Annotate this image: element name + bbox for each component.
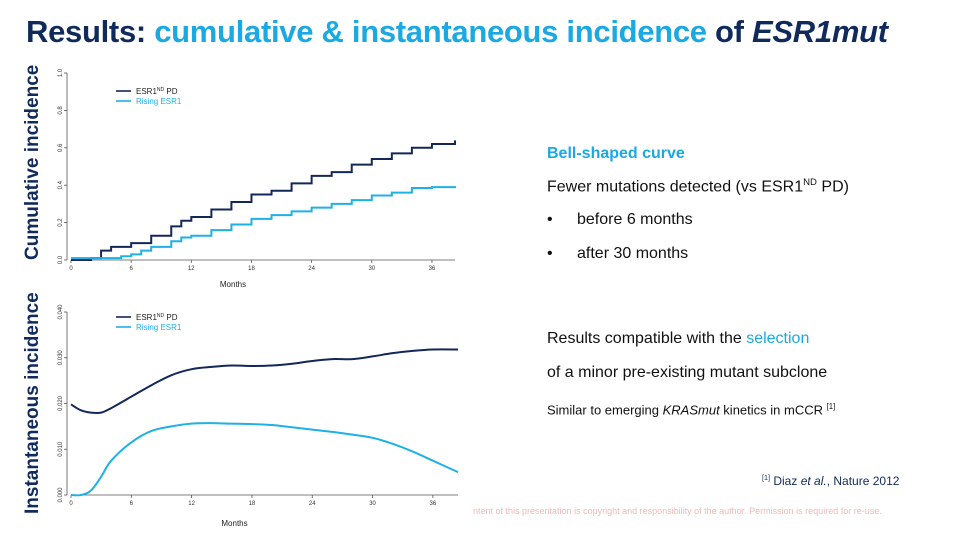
sup: [1] <box>762 473 770 482</box>
chart-1: 0 6 12 18 24 30 36 0.000 0.010 0.020 0.030 0.040 Mon… <box>58 304 459 528</box>
sup: ND <box>803 177 817 188</box>
fewer-line: Fewer mutations detected (vs ESR1ND PD) <box>547 177 849 196</box>
x-tick-label: 0 <box>69 266 73 272</box>
x-tick-label: 24 <box>308 266 315 272</box>
text: kinetics in mCCR <box>719 402 827 418</box>
x-axis-label: Months <box>221 519 247 528</box>
y-tick-label: 0.040 <box>58 304 64 320</box>
text: selection <box>746 330 810 347</box>
sup: [1] <box>826 402 836 411</box>
x-tick-label: 12 <box>188 501 195 507</box>
x-tick-label: 18 <box>249 501 256 507</box>
legend-tail: PD <box>164 87 178 96</box>
title-part: Results: <box>26 14 155 49</box>
y-tick-label: 0.000 <box>58 487 64 503</box>
text: after 30 months <box>577 245 689 262</box>
x-tick-label: 18 <box>248 266 255 272</box>
text: PD) <box>816 178 849 196</box>
text: , Nature 2012 <box>826 474 900 488</box>
y-tick-label: 1.0 <box>58 68 64 77</box>
title-gene: ESR1mut <box>752 14 888 49</box>
bullet-1: • before 6 months <box>547 211 693 229</box>
x-tick-label: 36 <box>429 266 436 272</box>
series-line-0 <box>70 348 459 415</box>
bullet-2: • after 30 months <box>547 245 688 263</box>
text: of a minor pre-existing mutant subclone <box>547 364 828 381</box>
text: et al. <box>800 474 827 488</box>
text: Fewer mutations detected (vs ESR1 <box>547 178 804 196</box>
series-line-1 <box>70 422 459 497</box>
y-tick-label: 0.030 <box>58 350 64 366</box>
x-tick-label: 6 <box>130 501 134 507</box>
title-part: of <box>706 14 753 49</box>
x-tick-label: 0 <box>69 501 73 507</box>
x-tick-label: 12 <box>188 266 195 272</box>
heading: Bell-shaped curve <box>547 145 685 163</box>
legend-label: ESR1ND PD <box>136 87 178 96</box>
text: Results compatible with the <box>547 330 747 347</box>
x-tick-label: 24 <box>309 501 316 507</box>
x-axis-label: Months <box>220 280 246 289</box>
legend-tail: PD <box>164 313 178 322</box>
y-tick-label: 0.0 <box>58 255 64 264</box>
series-line-1 <box>71 186 456 260</box>
text: before 6 months <box>577 211 693 228</box>
x-tick-label: 36 <box>430 501 437 507</box>
y-tick-label: 0.6 <box>58 143 64 152</box>
text: Similar to emerging <box>547 402 663 418</box>
y-tick-label: 0.4 <box>58 180 64 189</box>
compat-line-2: of a minor pre-existing mutant subclone <box>547 364 827 382</box>
bullet-icon: • <box>547 245 553 262</box>
similar-line: Similar to emerging KRASmut kinetics in … <box>547 402 835 417</box>
text: KRASmut <box>662 402 720 418</box>
title-accent: cumulative & instantaneous incidence <box>154 14 707 49</box>
compat-line: Results compatible with the selection <box>547 330 809 348</box>
chart-0: 0 6 12 18 24 30 36 0.0 0.2 0.4 0.6 0.8 1.0 Months ESR1… <box>58 68 456 289</box>
legend-sup: ND <box>157 87 165 93</box>
x-tick-label: 30 <box>368 266 375 272</box>
slide-title: Results: cumulative & instantaneous inci… <box>26 14 888 50</box>
y-tick-label: 0.010 <box>58 441 64 457</box>
y-tick-label: 0.020 <box>58 395 64 411</box>
bullet-icon: • <box>547 211 553 228</box>
reference: [1] Diaz et al., Nature 2012 <box>762 473 899 488</box>
legend-label: ESR1ND PD <box>136 313 178 322</box>
series-line-0 <box>71 140 456 261</box>
legend-label: Rising ESR1 <box>136 97 182 106</box>
y-tick-label: 0.2 <box>58 218 64 227</box>
copyright-footer: ntent of this presentation is copyright … <box>473 506 882 516</box>
x-tick-label: 6 <box>129 266 133 272</box>
text: Diaz <box>770 474 801 488</box>
y-tick-label: 0.8 <box>58 106 64 115</box>
heading-text: Bell-shaped curve <box>547 145 685 162</box>
x-tick-label: 30 <box>369 501 376 507</box>
legend-sup: ND <box>157 313 165 319</box>
legend-label: Rising ESR1 <box>136 323 182 332</box>
